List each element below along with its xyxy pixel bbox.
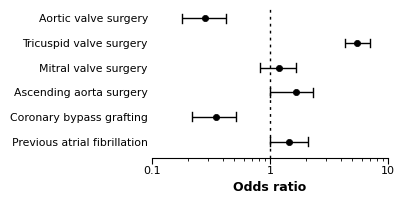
X-axis label: Odds ratio: Odds ratio xyxy=(233,181,307,195)
